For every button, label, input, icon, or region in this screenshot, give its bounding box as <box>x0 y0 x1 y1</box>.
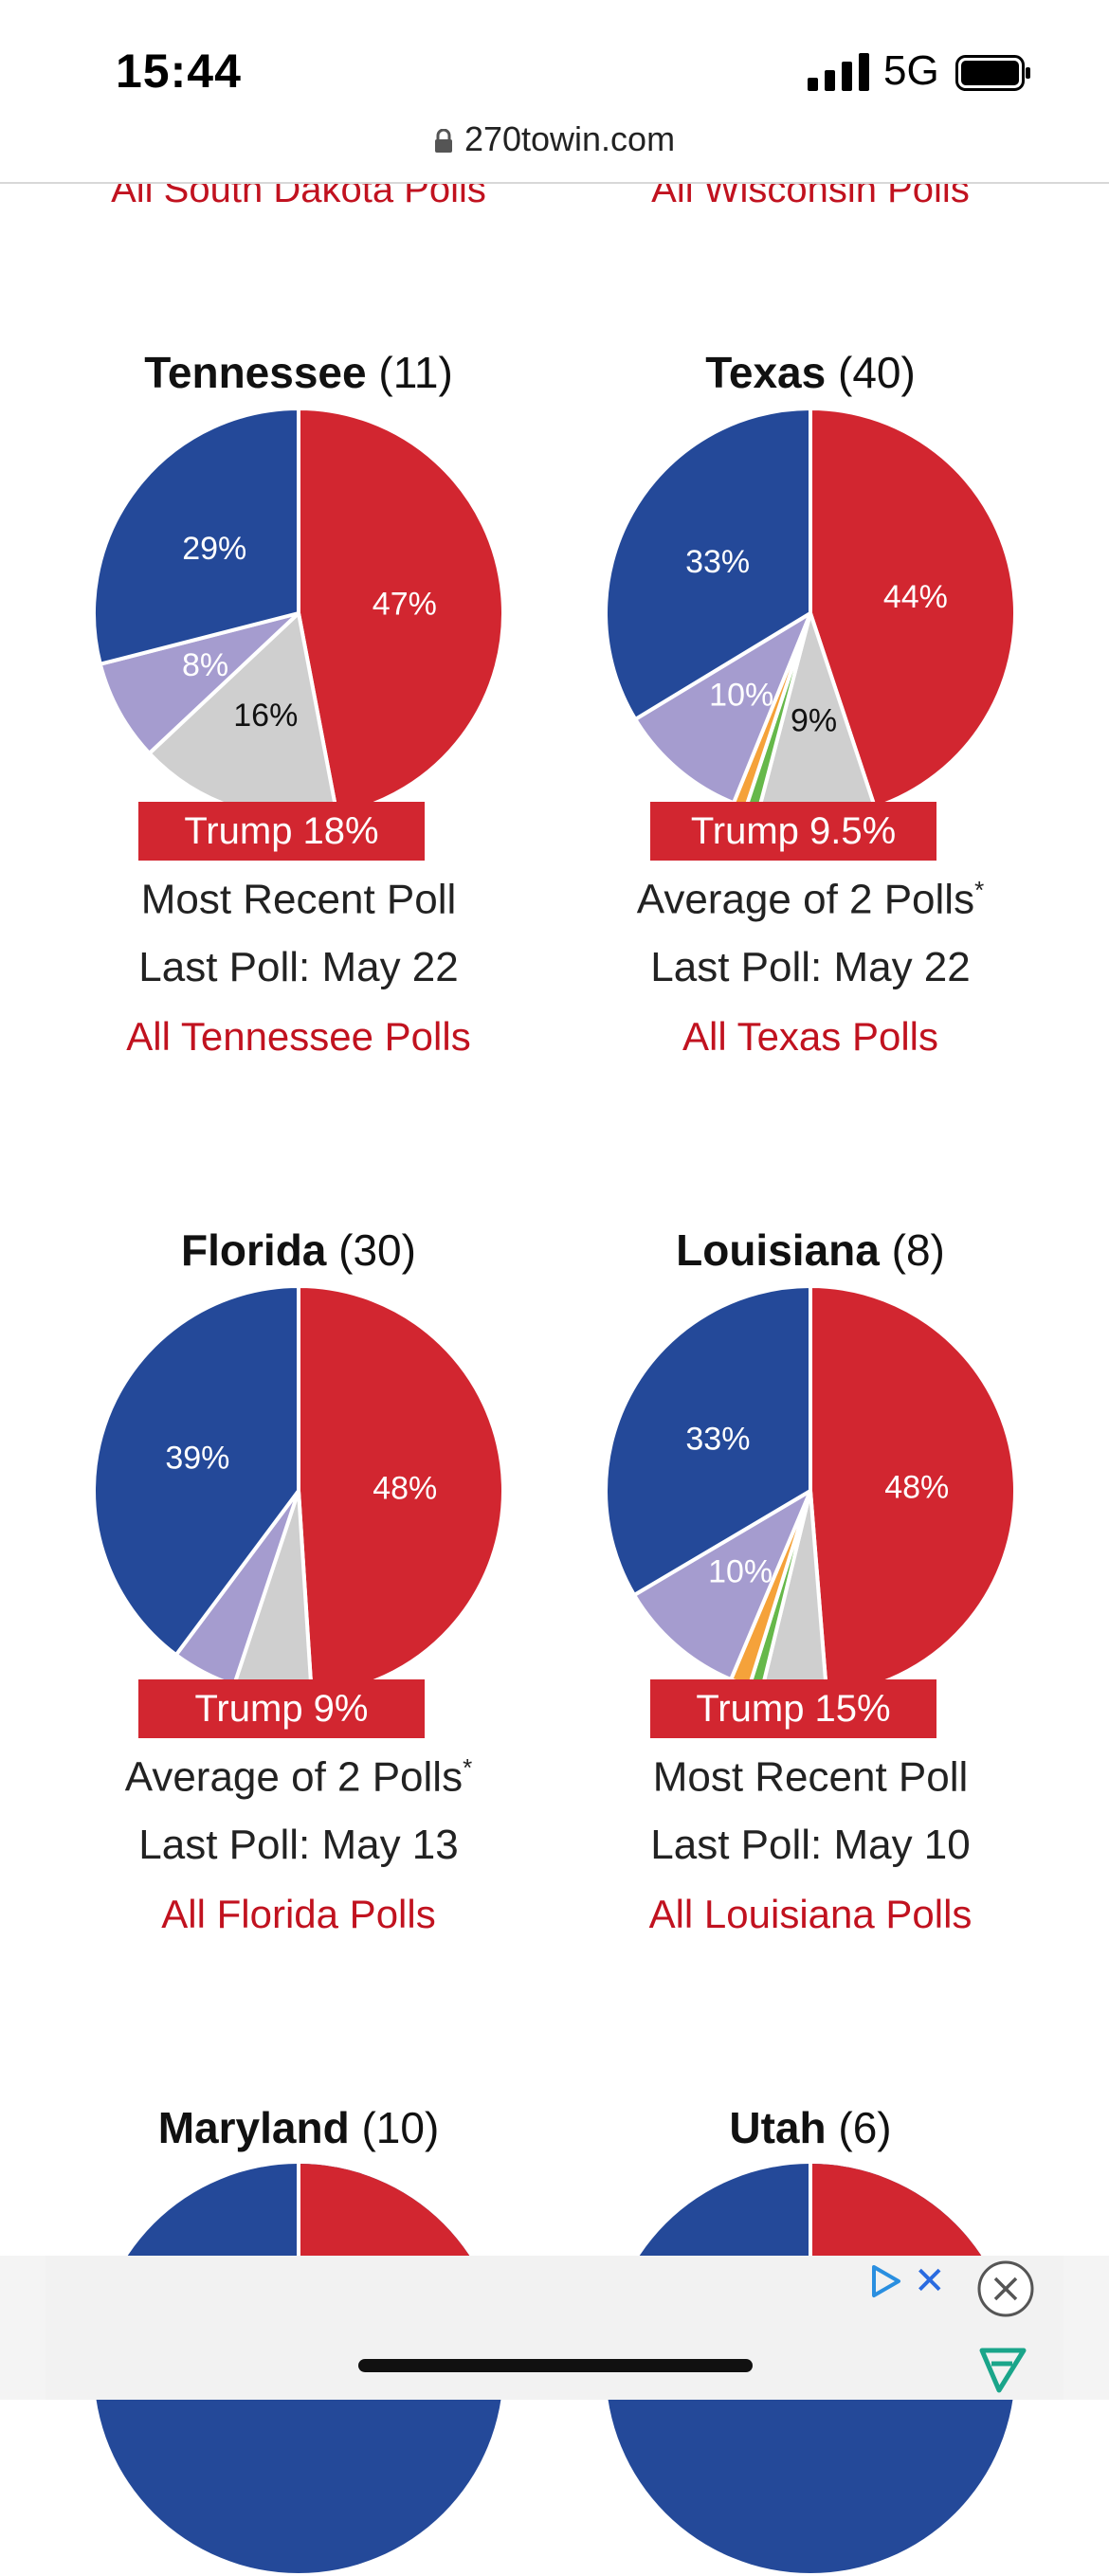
pie-slice-biden <box>92 407 300 666</box>
pie-label-trump: 48% <box>373 1470 437 1506</box>
state-title: Texas (40) <box>554 347 1066 398</box>
last-poll-date: Last Poll: May 10 <box>650 1822 971 1868</box>
status-time: 15:44 <box>116 45 242 98</box>
home-indicator[interactable] <box>358 2359 753 2372</box>
electoral-votes: (8) <box>891 1225 945 1275</box>
state-name: Maryland <box>157 2103 350 2152</box>
pie-slice-trump <box>809 1284 1017 1697</box>
state-name: Tennessee <box>144 348 367 397</box>
margin-badge: Trump 15% <box>650 1679 936 1738</box>
all-state-polls-link[interactable]: All Texas Polls <box>682 1014 938 1059</box>
margin-badge: Trump 9.5% <box>650 802 936 861</box>
poll-type-text: Average of 2 Polls <box>636 876 975 923</box>
state-name: Florida <box>181 1225 327 1275</box>
last-poll-date: Last Poll: May 22 <box>138 944 459 990</box>
pie-label-trump: 47% <box>373 586 437 622</box>
pie-label-other: 8% <box>182 647 228 683</box>
state-title: Louisiana (8) <box>554 1225 1066 1276</box>
ad-choices-icon[interactable] <box>868 2263 904 2299</box>
pie-slice-biden <box>92 1284 300 1658</box>
close-icon[interactable] <box>976 2259 1035 2318</box>
pie-label-trump: 44% <box>883 579 948 615</box>
margin-badge: Trump 18% <box>138 802 425 861</box>
electoral-votes: (11) <box>378 348 453 397</box>
all-state-polls-link[interactable]: All Louisiana Polls <box>648 1892 973 1936</box>
asterisk: * <box>463 1753 473 1782</box>
last-poll-date: Last Poll: May 22 <box>650 944 971 990</box>
state-title: Florida (30) <box>43 1225 554 1276</box>
pie-label-undecided: 16% <box>233 698 298 734</box>
all-state-polls-link[interactable]: All Tennessee Polls <box>126 1014 471 1059</box>
url-text: 270towin.com <box>464 119 676 158</box>
ad-banner[interactable] <box>0 2256 1109 2400</box>
network-label: 5G <box>883 47 939 94</box>
ad-network-logo-icon <box>979 2348 1027 2393</box>
electoral-votes: (10) <box>361 2103 440 2152</box>
asterisk: * <box>974 876 985 904</box>
pie-label-biden: 33% <box>685 544 750 580</box>
poll-type-text: Most Recent Poll <box>652 1753 969 1801</box>
margin-badge: Trump 9% <box>138 1679 425 1738</box>
state-title: Utah (6) <box>554 2102 1066 2153</box>
battery-icon <box>955 55 1030 91</box>
pie-label-biden: 33% <box>685 1421 750 1457</box>
pie-slice-other <box>633 611 812 806</box>
poll-type: Average of 2 Polls* <box>554 876 1066 924</box>
pie-slice-biden <box>604 1284 812 1597</box>
electoral-votes: (30) <box>338 1225 416 1275</box>
page-content: All South Dakota Polls All Wisconsin Pol… <box>43 169 1066 2573</box>
address-bar[interactable]: 270towin.com <box>0 114 1109 184</box>
pie-label-biden: 29% <box>182 531 246 567</box>
all-state-polls-link[interactable]: All Florida Polls <box>161 1892 436 1936</box>
pie-chart: 48% 39% <box>92 1284 505 1697</box>
poll-type: Average of 2 Polls* <box>43 1753 554 1802</box>
pie-label-other: 10% <box>709 678 773 714</box>
electoral-votes: (6) <box>838 2103 892 2152</box>
poll-type-text: Average of 2 Polls <box>124 1753 464 1801</box>
pie-chart: 48% 10% 33% <box>604 1284 1017 1697</box>
pie-slice-other <box>98 611 300 755</box>
state-title: Maryland (10) <box>43 2102 554 2153</box>
lock-icon <box>434 129 452 153</box>
pie-label-biden: 39% <box>165 1441 229 1477</box>
pie-slice-biden <box>604 407 812 721</box>
pie-slice-other <box>632 1489 812 1682</box>
ad-dismiss-icon[interactable]: ✕ <box>914 2260 946 2302</box>
pie-slice-trump <box>809 407 1017 809</box>
last-poll-date: Last Poll: May 13 <box>138 1822 459 1868</box>
pie-slice-trump <box>297 407 505 817</box>
pie-label-other: 10% <box>708 1554 773 1590</box>
state-name: Louisiana <box>676 1225 880 1275</box>
pie-label-undecided: 9% <box>791 702 837 738</box>
state-title: Tennessee (11) <box>43 347 554 398</box>
ad-content[interactable] <box>45 2256 1064 2400</box>
state-name: Texas <box>705 348 827 397</box>
poll-type: Most Recent Poll <box>554 1753 1066 1802</box>
poll-type-text: Most Recent Poll <box>140 876 457 923</box>
state-name: Utah <box>729 2103 827 2152</box>
poll-type: Most Recent Poll <box>43 876 554 924</box>
status-bar: 15:44 5G <box>0 0 1109 114</box>
signal-icon <box>808 53 869 91</box>
pie-chart: 44% 9% 10% 33% <box>604 407 1017 820</box>
electoral-votes: (40) <box>838 348 916 397</box>
pie-chart: 47% 16%8% 29% <box>92 407 505 820</box>
pie-label-trump: 48% <box>884 1470 949 1506</box>
pie-slice-trump <box>297 1284 505 1697</box>
